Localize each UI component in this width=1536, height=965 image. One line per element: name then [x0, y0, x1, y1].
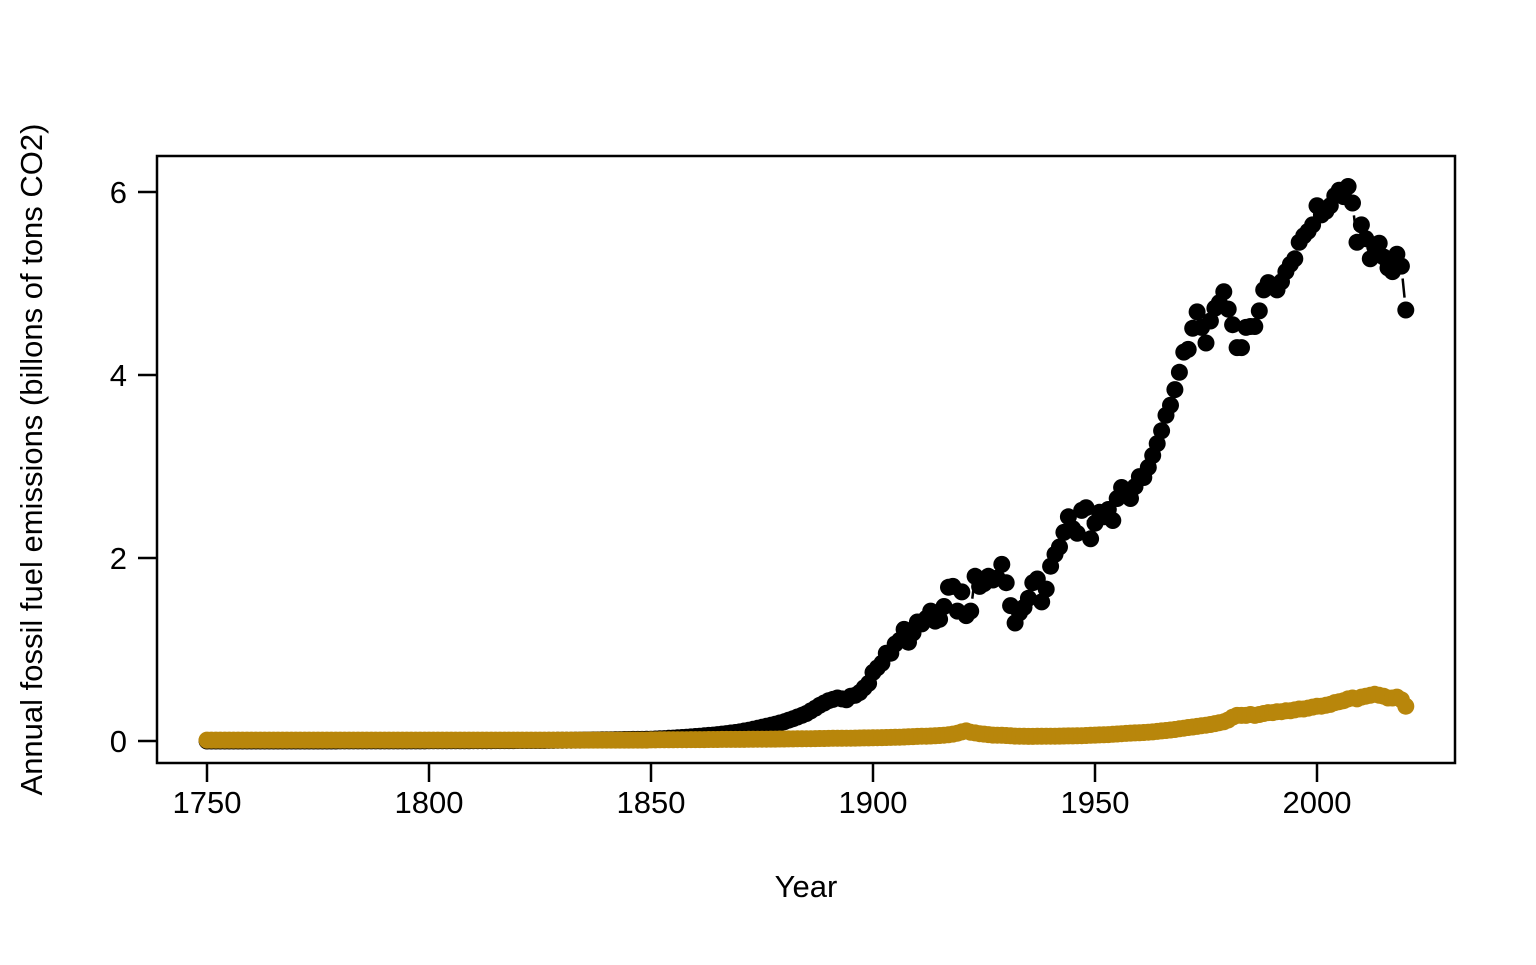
x-axis-ticks: 1750 1800 1850 1900 1950 2000: [173, 763, 1352, 820]
black-series-point: [993, 555, 1011, 573]
black-series-point: [1170, 363, 1188, 381]
y-tick-label: 2: [110, 541, 127, 576]
black-series-point: [1219, 300, 1237, 318]
y-axis-title: Annual fossil fuel emissions (billons of…: [14, 124, 49, 796]
black-series-point: [1397, 301, 1415, 319]
black-series-point: [997, 574, 1015, 592]
black-series-point: [1179, 340, 1197, 358]
black-series-point: [953, 583, 971, 601]
y-tick-label: 0: [110, 724, 127, 759]
black-series-point: [1370, 234, 1388, 252]
black-series-point: [1201, 312, 1219, 330]
x-axis-title: Year: [775, 869, 838, 904]
black-series-point: [1068, 524, 1086, 542]
black-series-point: [931, 610, 949, 628]
black-series-point: [1166, 381, 1184, 399]
black-series-point: [1215, 283, 1233, 301]
black-series-point: [1153, 422, 1171, 440]
black-series-point: [1286, 250, 1304, 268]
black-series-point: [1077, 499, 1095, 517]
black-series-point: [935, 598, 953, 615]
black-series-point: [1352, 216, 1370, 234]
black-series-point: [1250, 302, 1268, 320]
y-tick-label: 4: [110, 358, 127, 393]
black-series-point: [1019, 589, 1037, 607]
black-series-point: [1162, 396, 1179, 414]
black-series-point: [962, 602, 980, 620]
black-series-point: [1246, 318, 1264, 335]
black-series-point: [1233, 339, 1250, 357]
x-tick-label: 2000: [1283, 785, 1352, 820]
black-series-point: [1224, 316, 1242, 334]
black-series-point: [1344, 194, 1361, 212]
black-series-point: [1033, 593, 1051, 611]
black-series-point: [1082, 530, 1100, 548]
goldenrod-series: [198, 685, 1415, 749]
black-series-point: [1104, 512, 1122, 529]
x-tick-label: 1750: [173, 785, 242, 820]
black-series-point: [1392, 257, 1410, 275]
series-layer: [198, 178, 1415, 750]
black-series-point: [1051, 538, 1068, 556]
black-series: [198, 178, 1415, 750]
black-series-segment: [1401, 278, 1406, 298]
black-series-point: [1188, 303, 1206, 321]
plot-box: [155, 154, 1457, 765]
black-series-point: [1037, 580, 1055, 598]
x-tick-label: 1950: [1061, 785, 1130, 820]
goldenrod-series-point: [1397, 697, 1415, 715]
black-series-point: [1339, 178, 1357, 195]
y-tick-label: 6: [110, 175, 127, 210]
x-tick-label: 1800: [395, 785, 464, 820]
x-tick-label: 1900: [839, 785, 908, 820]
black-series-point: [1197, 334, 1215, 352]
black-series-point: [1148, 435, 1166, 453]
y-axis-ticks: 0 2 4 6: [110, 175, 157, 759]
x-tick-label: 1850: [617, 785, 686, 820]
